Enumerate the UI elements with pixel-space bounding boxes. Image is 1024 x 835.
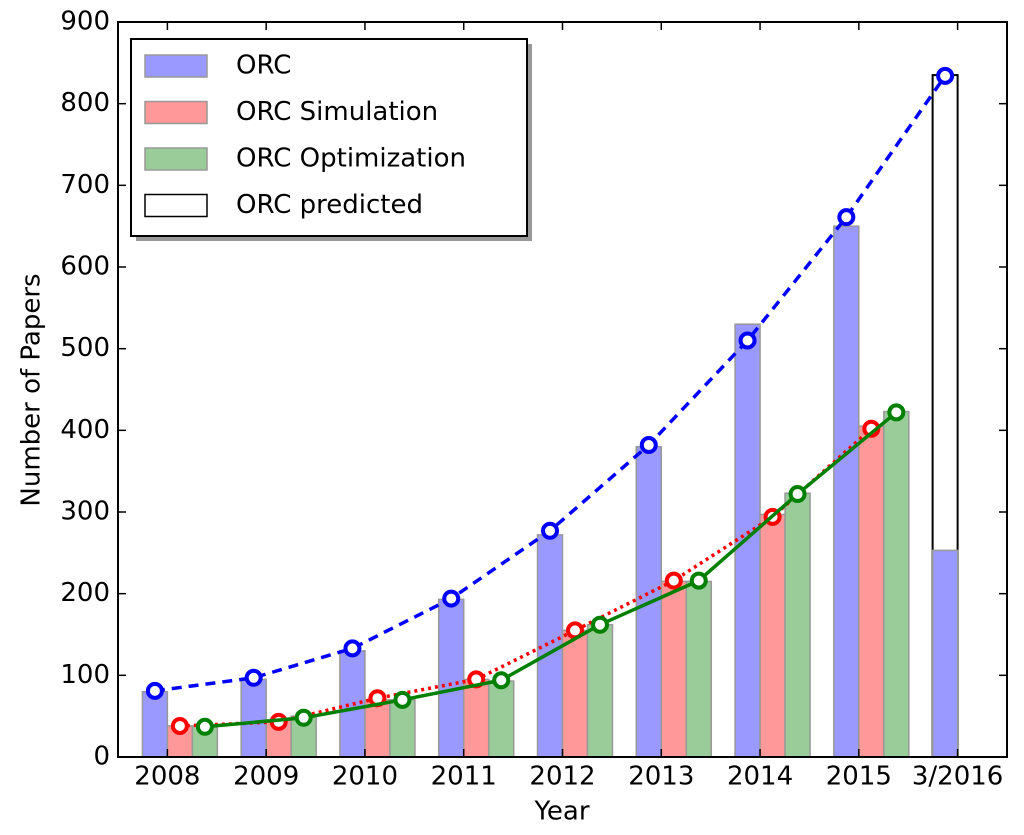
y-tick-label: 200: [60, 578, 110, 608]
legend-label: ORC predicted: [236, 190, 423, 220]
bar: [586, 623, 614, 758]
fit-marker: [492, 671, 511, 690]
y-tick-label: 300: [60, 497, 110, 527]
y-tick-label: 400: [60, 415, 110, 445]
fit-marker: [244, 668, 263, 687]
fit-marker: [936, 66, 955, 85]
bar: [833, 225, 860, 758]
legend-swatch: [144, 147, 208, 171]
y-tick-label: 600: [60, 252, 110, 282]
bar: [660, 580, 688, 758]
fit-marker: [343, 639, 362, 658]
bar: [883, 410, 910, 758]
legend-swatch: [144, 193, 208, 218]
fit-marker: [664, 571, 683, 590]
y-tick-label: 900: [60, 7, 110, 37]
bar: [858, 425, 885, 758]
y-tick-label: 100: [60, 660, 110, 690]
fit-marker: [541, 521, 559, 540]
bar: [141, 690, 169, 758]
x-tick-label: 2014: [727, 762, 793, 792]
fit-marker: [393, 690, 412, 709]
legend-label: ORC Optimization: [236, 144, 466, 174]
bar: [759, 513, 786, 758]
bar: [784, 492, 811, 758]
legend-swatch: [144, 54, 208, 78]
fit-marker: [591, 615, 609, 634]
bar: [536, 534, 564, 758]
x-tick-label: 2012: [529, 762, 595, 792]
fit-marker: [170, 716, 189, 735]
y-tick-label: 0: [93, 742, 110, 772]
legend-swatch: [144, 100, 208, 125]
bar: [462, 678, 490, 758]
x-tick-label: 2011: [431, 762, 497, 792]
fit-line: [204, 411, 898, 729]
y-tick-label: 700: [60, 170, 110, 200]
x-tick-label: 2008: [134, 762, 200, 792]
x-tick-label: 2013: [628, 762, 694, 792]
fit-marker: [442, 589, 461, 608]
y-tick-label: 500: [60, 333, 110, 363]
fit-marker: [294, 708, 313, 727]
x-tick-label: 2010: [332, 762, 398, 792]
bar: [437, 598, 465, 758]
x-tick-label: 2015: [826, 762, 892, 792]
bar: [931, 549, 959, 758]
legend-label: ORC: [236, 51, 291, 81]
fit-marker: [195, 717, 214, 736]
bar: [487, 680, 515, 758]
x-tick-label: 2009: [233, 762, 299, 792]
fit-marker: [788, 485, 807, 504]
fit-marker: [738, 331, 757, 350]
bar: [685, 580, 713, 758]
bar: [389, 699, 416, 758]
bar: [734, 323, 761, 758]
fit-marker: [689, 571, 708, 590]
bar: [364, 699, 391, 758]
legend-label: ORC Simulation: [236, 97, 438, 127]
bar: [339, 650, 366, 758]
fit-marker: [145, 681, 164, 700]
y-tick-label: 800: [60, 88, 110, 118]
fit-marker: [837, 208, 856, 227]
bar: [240, 678, 267, 758]
fit-marker: [887, 403, 906, 422]
y-axis-label: Number of Papers: [17, 273, 47, 506]
x-axis-label: Year: [533, 797, 589, 827]
fit-marker: [639, 436, 658, 455]
bar: [561, 629, 589, 758]
x-tick-label: 3/2016: [912, 762, 1003, 792]
